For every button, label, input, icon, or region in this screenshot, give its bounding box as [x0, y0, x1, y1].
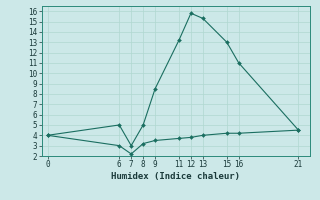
X-axis label: Humidex (Indice chaleur): Humidex (Indice chaleur) [111, 172, 241, 181]
